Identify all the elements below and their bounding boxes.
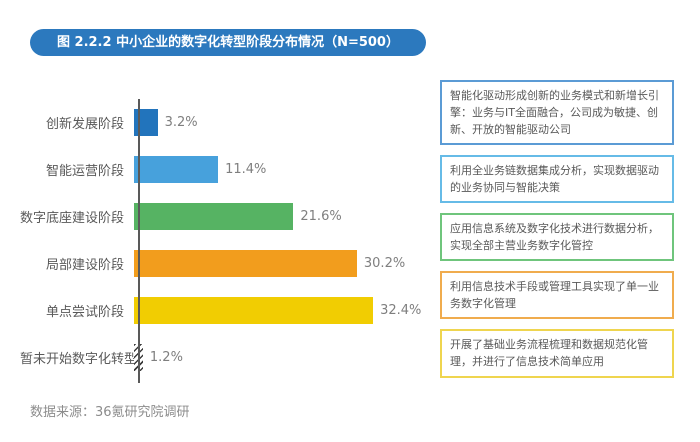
bar [134,250,357,277]
bar-row: 创新发展阶段 3.2% [20,99,430,146]
bar [134,156,219,183]
bar-rows: 创新发展阶段 3.2% 智能运营阶段 11.4% 数字底座建设阶段 21.6% 局部建设阶段… [20,99,430,381]
annotation-box: 应用信息系统及数字化技术进行数据分析，实现全部主营业务数字化管控 [440,213,674,262]
category-label: 暂未开始数字化转型 [20,352,138,367]
bar-row: 局部建设阶段 30.2% [20,240,430,287]
bar-row: 暂未开始数字化转型 1.2% [20,334,430,381]
bar-chart: 创新发展阶段 3.2% 智能运营阶段 11.4% 数字底座建设阶段 21.6% 局部建设阶段… [20,99,430,383]
figure-title: 图 2.2.2 中小企业的数字化转型阶段分布情况（N=500） [30,29,426,56]
value-label: 1.2% [149,350,183,365]
value-label: 3.2% [164,115,198,130]
bar-row: 智能运营阶段 11.4% [20,146,430,193]
value-label: 21.6% [300,209,342,224]
bar-row: 单点尝试阶段 32.4% [20,287,430,334]
category-label: 智能运营阶段 [45,164,124,179]
annotation-box: 智能化驱动形成创新的业务模式和新增长引擎：业务与IT全面融合，公司成为敏捷、创新… [440,80,674,146]
annotations: 智能化驱动形成创新的业务模式和新增长引擎：业务与IT全面融合，公司成为敏捷、创新… [440,80,674,378]
y-axis-line [138,99,140,383]
annotation-box: 利用信息技术手段或管理工具实现了单一业务数字化管理 [440,271,674,320]
bar-row: 数字底座建设阶段 21.6% [20,193,430,240]
annotation-box: 利用全业务链数据集成分析，实现数据驱动的业务协同与智能决策 [440,155,674,204]
category-label: 局部建设阶段 [45,258,124,273]
category-label: 创新发展阶段 [45,117,124,132]
data-source: 数据来源：36氪研究院调研 [30,405,190,420]
value-label: 11.4% [225,162,267,177]
value-label: 32.4% [380,303,422,318]
category-label: 单点尝试阶段 [45,305,124,320]
value-label: 30.2% [363,256,406,271]
bar [134,297,374,324]
bar [134,203,294,230]
annotation-box: 开展了基础业务流程梳理和数据规范化管理，并进行了信息技术简单应用 [440,329,674,378]
category-label: 数字底座建设阶段 [20,211,125,226]
